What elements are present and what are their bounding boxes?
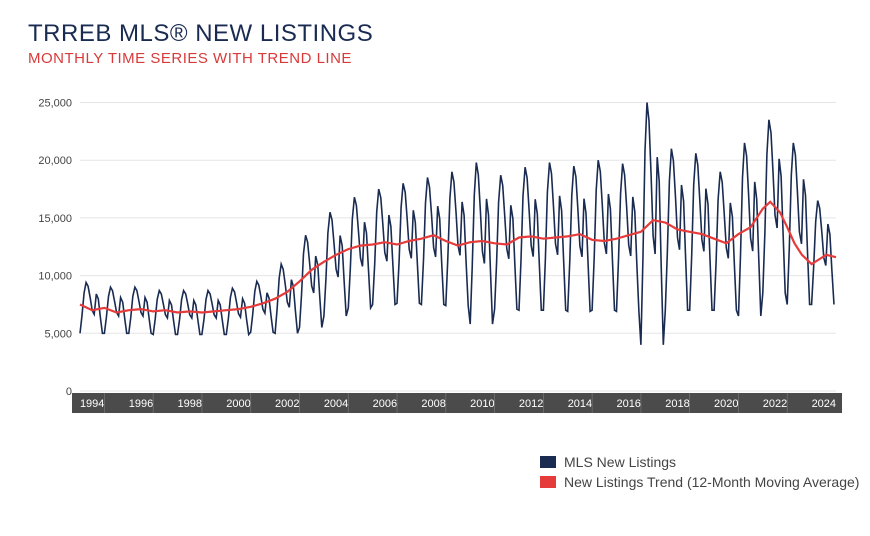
chart-area: 0 5,000 10,000 15,000 20,000 25,000 1994 1996 19… xyxy=(28,85,842,453)
chart-title: TRREB MLS® NEW LISTINGS xyxy=(28,20,842,48)
legend-label: New Listings Trend (12-Month Moving Aver… xyxy=(564,474,859,490)
svg-text:2024: 2024 xyxy=(812,398,836,410)
svg-text:5,000: 5,000 xyxy=(44,328,72,340)
svg-text:1994: 1994 xyxy=(80,398,104,410)
svg-text:2014: 2014 xyxy=(568,398,592,410)
svg-text:2002: 2002 xyxy=(275,398,299,410)
svg-text:25,000: 25,000 xyxy=(38,98,72,110)
svg-text:2000: 2000 xyxy=(226,398,250,410)
svg-text:1998: 1998 xyxy=(177,398,201,410)
legend-swatch xyxy=(540,476,556,488)
svg-text:15,000: 15,000 xyxy=(38,213,72,225)
svg-text:2012: 2012 xyxy=(519,398,543,410)
svg-text:2016: 2016 xyxy=(616,398,640,410)
svg-text:2006: 2006 xyxy=(373,398,397,410)
line-chart-svg: 0 5,000 10,000 15,000 20,000 25,000 1994 1996 19… xyxy=(28,85,842,453)
svg-text:1996: 1996 xyxy=(129,398,153,410)
svg-text:10,000: 10,000 xyxy=(38,271,72,283)
svg-text:2022: 2022 xyxy=(763,398,787,410)
svg-text:2010: 2010 xyxy=(470,398,494,410)
svg-text:0: 0 xyxy=(66,386,72,398)
svg-text:2020: 2020 xyxy=(714,398,738,410)
legend: MLS New Listings New Listings Trend (12-… xyxy=(540,454,859,494)
legend-item: MLS New Listings xyxy=(540,454,859,470)
svg-text:2018: 2018 xyxy=(665,398,689,410)
legend-item: New Listings Trend (12-Month Moving Aver… xyxy=(540,474,859,490)
chart-subtitle: MONTHLY TIME SERIES WITH TREND LINE xyxy=(28,50,842,67)
svg-text:20,000: 20,000 xyxy=(38,155,72,167)
legend-label: MLS New Listings xyxy=(564,454,676,470)
legend-swatch xyxy=(540,456,556,468)
svg-text:2008: 2008 xyxy=(421,398,445,410)
svg-text:2004: 2004 xyxy=(324,398,348,410)
